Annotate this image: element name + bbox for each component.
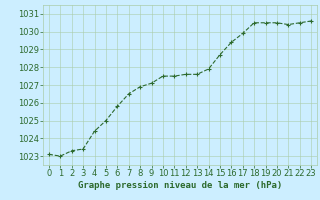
X-axis label: Graphe pression niveau de la mer (hPa): Graphe pression niveau de la mer (hPa): [78, 181, 282, 190]
